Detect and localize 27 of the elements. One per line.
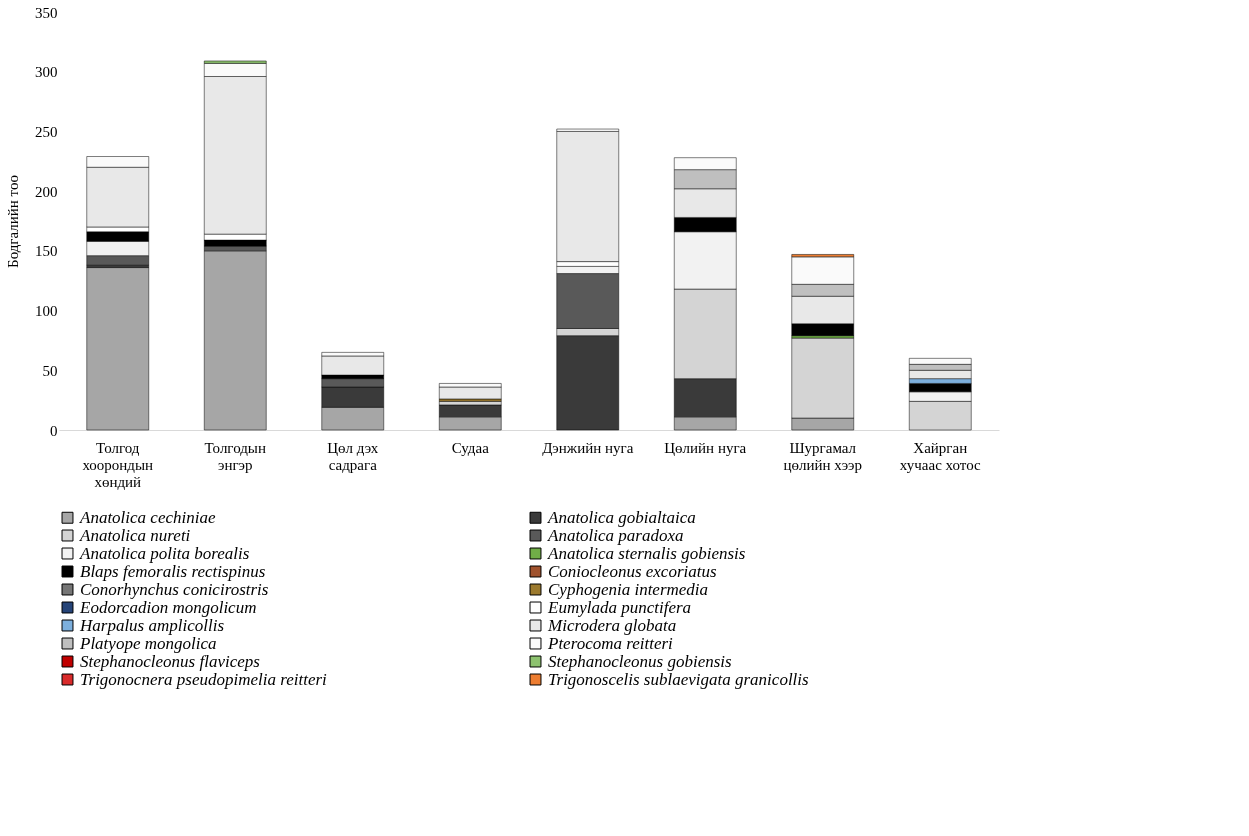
bar — [321, 355, 384, 376]
legend-label: Stephanocleonus gobiensis — [548, 651, 733, 671]
legend-label: Anatolica polita borealis — [79, 543, 250, 563]
bar — [439, 386, 502, 400]
y-tick-label: 0 — [50, 422, 58, 439]
x-tick-label: Судаа — [451, 439, 490, 456]
legend-label: Anatolica gobialtaica — [547, 507, 696, 527]
y-tick-label: 100 — [35, 303, 58, 320]
x-tick-label: Шургамал цөлийн хээр — [783, 439, 863, 473]
x-tick-label: Толгодын энгэр — [204, 439, 266, 473]
legend-label: Cyphogenia intermedia — [548, 579, 709, 599]
x-tick-label: Цөлийн нуга — [664, 439, 747, 456]
legend-label: Anatolica nureti — [79, 525, 191, 545]
bar — [204, 250, 267, 431]
y-tick-label: 250 — [35, 123, 58, 140]
bar — [86, 267, 149, 431]
x-tick-label: Хайрган хучаас хотос — [899, 439, 981, 473]
y-tick-label: 150 — [35, 243, 58, 260]
y-tick-label: 50 — [42, 362, 58, 379]
y-tick-label: 300 — [35, 64, 58, 81]
legend-label: Anatolica cechiniae — [79, 507, 216, 527]
x-tick-label: Толгод хоорондын хөндий — [82, 439, 154, 490]
x-tick-label: Цөл дэх садрага — [327, 439, 379, 473]
y-axis-title: Бодгалийн тоо — [5, 175, 21, 268]
x-tick-label: Дэнжийн нуга — [542, 439, 634, 456]
y-tick-label: 350 — [35, 4, 58, 21]
y-tick-label: 200 — [35, 183, 58, 200]
